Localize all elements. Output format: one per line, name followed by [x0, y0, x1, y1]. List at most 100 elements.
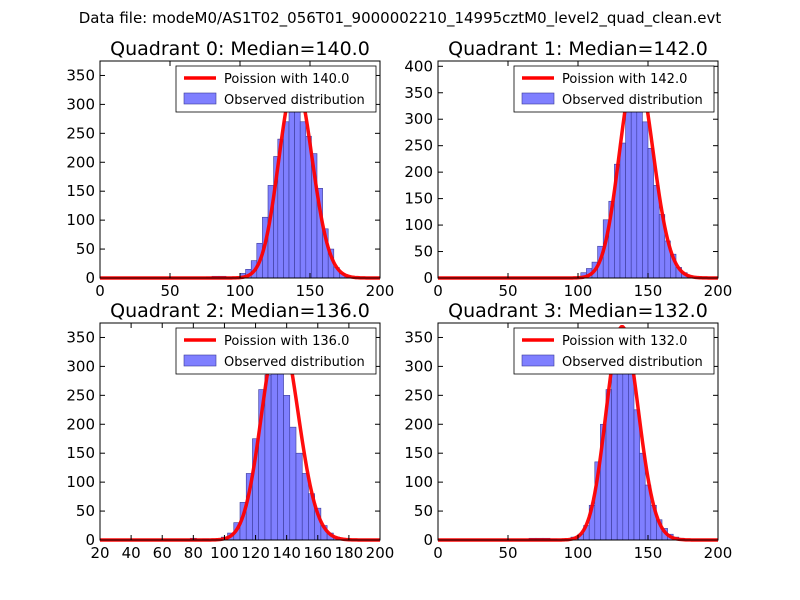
legend-box	[175, 65, 377, 113]
x-tick-label: 150	[634, 544, 663, 562]
x-tick-label: 50	[160, 282, 179, 300]
histogram-bar	[630, 87, 638, 279]
x-tick-label: 100	[564, 282, 593, 300]
y-tick-label: 300	[404, 357, 433, 375]
y-tick-label: 150	[404, 444, 433, 462]
histogram-bar	[633, 409, 640, 541]
histogram-bar	[628, 366, 635, 541]
panel-title: Quadrant 3: Median=132.0	[448, 300, 708, 322]
legend-box	[175, 327, 377, 375]
histogram-bar	[277, 366, 284, 541]
histogram-bar	[289, 426, 297, 541]
y-tick-label: 350	[404, 328, 433, 346]
x-tick-label: 160	[303, 544, 332, 562]
legend-box	[513, 327, 715, 375]
histogram-bar	[295, 452, 303, 541]
y-tick-label: 200	[404, 415, 433, 433]
histogram-bar	[270, 348, 278, 541]
x-tick-label: 0	[433, 282, 443, 300]
x-tick-label: 140	[272, 544, 301, 562]
y-tick-label: 0	[85, 269, 95, 287]
histogram-bar	[625, 108, 632, 279]
y-tick-label: 50	[414, 502, 433, 520]
x-tick-label: 100	[564, 544, 593, 562]
y-tick-label: 200	[66, 153, 95, 171]
chart-panel-2: Quadrant 2: Median=136.020 40 60 80 100 120 14…	[66, 300, 394, 562]
x-tick-label: 200	[366, 544, 395, 562]
histogram-bar	[622, 345, 629, 541]
x-tick-label: 60	[153, 544, 172, 562]
panel-title: Quadrant 1: Median=142.0	[448, 38, 708, 60]
x-tick-label: 100	[226, 282, 255, 300]
histogram-bar	[288, 109, 295, 279]
y-tick-label: 100	[66, 473, 95, 491]
y-tick-label: 300	[66, 95, 95, 113]
y-tick-label: 200	[404, 163, 433, 181]
y-tick-label: 100	[404, 473, 433, 491]
legend-label-poisson: Poission with 136.0	[224, 334, 349, 349]
y-tick-label: 150	[404, 190, 433, 208]
panel-title: Quadrant 2: Median=136.0	[110, 300, 370, 322]
x-tick-label: 0	[433, 544, 443, 562]
legend-label-poisson: Poission with 142.0	[562, 72, 687, 87]
legend-box	[513, 65, 715, 113]
legend-label-observed: Observed distribution	[562, 93, 703, 108]
legend-bar-swatch	[183, 92, 217, 105]
x-tick-label: 0	[95, 282, 105, 300]
chart-panel-0: Quadrant 0: Median=140.0 0 50 100 150 200 0 50 1…	[66, 38, 394, 300]
histogram-bar	[301, 473, 309, 541]
y-tick-label: 300	[66, 357, 95, 375]
histogram-bar	[616, 368, 624, 541]
x-tick-label: 200	[366, 282, 395, 300]
y-tick-label: 50	[76, 240, 95, 258]
y-tick-label: 50	[76, 502, 95, 520]
y-tick-label: 0	[423, 531, 433, 549]
x-tick-label: 120	[241, 544, 270, 562]
legend-label-observed: Observed distribution	[562, 355, 703, 370]
histogram-bar	[283, 121, 290, 279]
y-tick-label: 100	[404, 216, 433, 234]
y-tick-label: 300	[404, 110, 433, 128]
y-tick-label: 250	[66, 386, 95, 404]
y-tick-label: 0	[423, 269, 433, 287]
histogram-bar	[283, 395, 291, 541]
legend-label-observed: Observed distribution	[224, 93, 365, 108]
y-tick-label: 50	[414, 243, 433, 261]
x-tick-label: 180	[335, 544, 364, 562]
y-tick-label: 100	[66, 211, 95, 229]
histogram-bar	[294, 98, 301, 279]
y-tick-label: 250	[404, 386, 433, 404]
y-tick-label: 250	[404, 137, 433, 155]
y-tick-label: 250	[66, 124, 95, 142]
legend-label-poisson: Poission with 140.0	[224, 72, 349, 87]
y-tick-label: 150	[66, 444, 95, 462]
histogram-bar	[611, 360, 618, 541]
axes-frame	[99, 322, 381, 541]
x-tick-label: 80	[184, 544, 203, 562]
y-tick-label: 350	[66, 328, 95, 346]
legend-label-poisson: Poission with 132.0	[562, 334, 687, 349]
chart-panel-3: Quadrant 3: Median=132.0 0 50 100 150 200 0 50 1…	[404, 300, 732, 562]
x-tick-label: 100	[210, 544, 239, 562]
legend-bar-swatch	[521, 92, 555, 105]
x-tick-label: 20	[90, 544, 109, 562]
y-tick-label: 200	[66, 415, 95, 433]
legend-bar-swatch	[521, 354, 555, 367]
y-tick-label: 350	[66, 66, 95, 84]
x-tick-label: 200	[704, 544, 733, 562]
y-tick-label: 0	[85, 531, 95, 549]
y-tick-label: 400	[404, 57, 433, 75]
figure-suptitle: Data file: modeM0/AS1T02_056T01_90000022…	[78, 9, 722, 27]
x-tick-label: 150	[296, 282, 325, 300]
x-tick-label: 40	[122, 544, 141, 562]
chart-panel-1: Quadrant 1: Median=142.0 0 50 100 150 200 0 50 1…	[404, 38, 732, 300]
histogram-bar	[647, 148, 654, 279]
legend-label-observed: Observed distribution	[224, 355, 365, 370]
histogram-bar	[636, 97, 643, 279]
histogram-bar	[264, 374, 272, 541]
y-tick-label: 350	[404, 84, 433, 102]
legend-bar-swatch	[183, 354, 217, 367]
x-tick-label: 150	[634, 282, 663, 300]
x-tick-label: 200	[704, 282, 733, 300]
x-tick-label: 50	[498, 282, 517, 300]
